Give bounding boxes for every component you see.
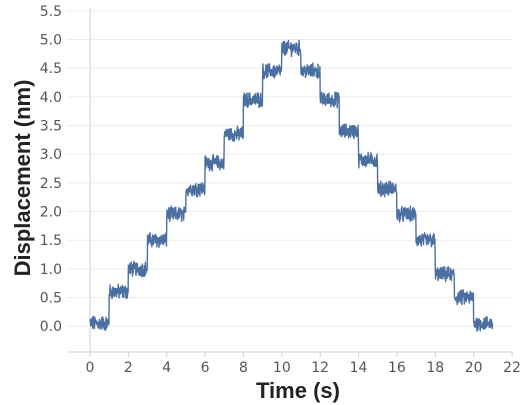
- y-tick-label: 5.0: [40, 33, 62, 49]
- x-tick-label: 20: [465, 360, 483, 376]
- y-tick-label: 3.0: [40, 147, 62, 163]
- y-axis-label: Displacement (nm): [10, 80, 35, 277]
- x-tick-label: 22: [503, 360, 521, 376]
- x-tick-label: 12: [311, 360, 329, 376]
- y-tick-label: 1.0: [40, 262, 62, 278]
- x-tick-label: 6: [201, 360, 210, 376]
- y-tick-label: 1.5: [40, 233, 62, 249]
- y-tick-label: 5.5: [40, 4, 62, 20]
- y-tick-label: 2.5: [40, 176, 62, 192]
- x-tick-label: 8: [239, 360, 248, 376]
- x-tick-label: 0: [86, 360, 95, 376]
- plot-area: [89, 39, 494, 333]
- x-tick-label: 2: [124, 360, 133, 376]
- x-tick-label: 4: [162, 360, 171, 376]
- x-axis-ticks: 0 2 4 6 8 10 12 14 16 18 20 22: [86, 352, 521, 376]
- y-tick-label: 2.0: [40, 205, 62, 221]
- axes: [67, 8, 512, 353]
- y-axis-ticks: 0.0 0.5 1.0 1.5 2.0 2.5 3.0 3.5 4.0 4.5 5.0 5.5: [40, 4, 62, 335]
- x-tick-label: 10: [273, 360, 291, 376]
- y-tick-label: 0.5: [40, 291, 62, 307]
- y-tick-label: 4.0: [40, 90, 62, 106]
- y-tick-label: 3.5: [40, 119, 62, 135]
- y-tick-label: 4.5: [40, 61, 62, 77]
- displacement-trace: [89, 39, 494, 333]
- x-tick-label: 18: [426, 360, 444, 376]
- x-tick-label: 16: [388, 360, 406, 376]
- y-tick-label: 0.0: [40, 319, 62, 335]
- x-tick-label: 14: [350, 360, 368, 376]
- x-axis-label: Time (s): [256, 378, 340, 403]
